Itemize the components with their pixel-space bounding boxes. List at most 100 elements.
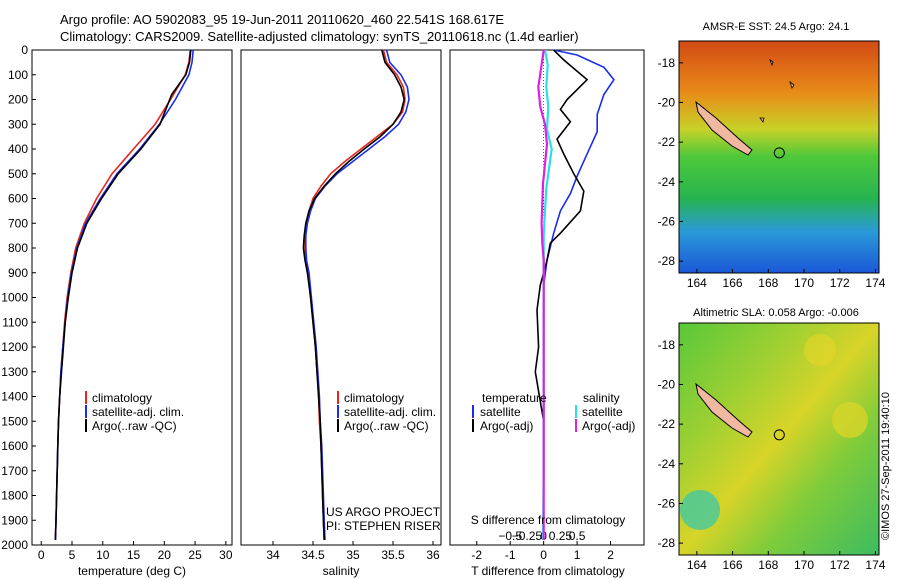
sla-anomaly-blob (804, 334, 836, 366)
salinity-x-label: salinity (323, 564, 360, 578)
legend-satellite-label: satellite-adj. clim. (92, 405, 184, 419)
sla-lon-ticks: 164 166 168 170 172 174 (687, 551, 886, 572)
lat-tick-label: -24 (658, 175, 676, 189)
temperature-tick-label: 10 (96, 548, 110, 562)
temperature-tick-label: 5 (69, 548, 76, 562)
new-caledonia-island (695, 382, 753, 438)
legend-temperature-heading: temperature (482, 391, 547, 405)
depth-ticks: 0 100 200 300 400 500 600 700 800 900 1000 1100 1200… (1, 43, 36, 552)
lon-tick-label: 172 (830, 558, 850, 572)
legend-climatology-label: climatology (344, 391, 404, 405)
lon-tick-label: 170 (794, 558, 814, 572)
sla-anomaly-blob (680, 490, 720, 530)
legend-satellite-label: satellite-adj. clim. (344, 405, 436, 419)
legend-argo-label: Argo(..raw -QC) (92, 419, 177, 433)
pi-label: PI: STEPHEN RISER (326, 519, 441, 533)
depth-tick-label: 900 (8, 266, 28, 280)
timestamp: ©IMOS 27-Sep-2011 19:40:10 (880, 392, 892, 540)
sst-field (678, 40, 880, 274)
legend-salinity-heading: salinity (583, 391, 620, 405)
difference-x-ticks: -2 -1 0 1 2 (471, 541, 614, 562)
lat-tick-label: -26 (658, 214, 676, 228)
depth-tick-label: 1700 (1, 464, 28, 478)
t-difference-label: T difference from climatology (471, 564, 625, 578)
depth-tick-label: 800 (8, 241, 28, 255)
project-label: US ARGO PROJECT (326, 505, 441, 519)
temperature-lines (54, 49, 194, 541)
lon-tick-label: 166 (723, 276, 743, 290)
lat-tick-label: -18 (658, 56, 676, 70)
salinity-legend: climatology satellite-adj. clim. Argo(..… (337, 391, 436, 433)
s-difference-ticks: −0.5−0.250 0.250.5 (498, 529, 585, 543)
salinity-tick-label: 35 (346, 548, 360, 562)
float-position-marker (773, 147, 785, 159)
depth-tick-label: 1300 (1, 365, 28, 379)
s-difference-tick-label: 0.25 (549, 529, 573, 543)
depth-tick-label: 0 (21, 43, 28, 57)
depth-tick-label: 1200 (1, 340, 28, 354)
sla-lat-ticks: -18 -20 -22 -24 -26 -28 (658, 338, 683, 550)
salinity-panel: 34 34.5 35 35.5 36 salinity climatology sate… (240, 49, 442, 578)
sla-map-title: Altimetric SLA: 0.058 Argo: -0.006 (693, 307, 859, 319)
lat-tick-label: -26 (658, 496, 676, 510)
depth-tick-label: 1600 (1, 439, 28, 453)
legend-t-satellite-label: satellite (480, 405, 521, 419)
temperature-legend: climatology satellite-adj. clim. Argo(..… (85, 391, 184, 433)
lon-tick-label: 164 (687, 558, 707, 572)
depth-tick-label: 1400 (1, 390, 28, 404)
difference-series-line (534, 49, 589, 540)
s-difference-label: S difference from climatology (471, 513, 626, 527)
lat-tick-label: -20 (658, 377, 676, 391)
temperature-x-ticks: 0 5 10 15 20 25 30 (38, 541, 233, 562)
s-difference-tick-label: −0.5 (498, 529, 522, 543)
lat-tick-label: -22 (658, 417, 676, 431)
temperature-x-label: temperature (deg C) (78, 564, 186, 578)
salinity-tick-label: 34.5 (301, 548, 325, 562)
lon-tick-label: 174 (865, 558, 885, 572)
salinity-lines (302, 49, 410, 541)
legend-s-satellite-label: satellite (582, 405, 623, 419)
salinity-x-ticks: 34 34.5 35 35.5 36 (266, 541, 440, 562)
legend-t-argo-label: Argo(-adj) (480, 419, 533, 433)
depth-tick-label: 300 (8, 117, 28, 131)
sla-map: Altimetric SLA: 0.058 Argo: -0.006 -18 -2… (658, 307, 886, 572)
float-position-marker (773, 429, 785, 441)
sst-map: AMSR-E SST: 24.5 Argo: 24.1 -1 (658, 21, 886, 290)
lat-tick-label: -28 (658, 254, 676, 268)
lon-tick-label: 172 (830, 276, 850, 290)
lon-tick-label: 168 (758, 276, 778, 290)
difference-series-line (537, 49, 549, 540)
lat-tick-label: -18 (658, 338, 676, 352)
difference-panel: -2 -1 0 1 2 −0.5−0.25 0 0.250.5 T difference f… (449, 49, 645, 578)
lon-tick-label: 170 (794, 276, 814, 290)
depth-tick-label: 1100 (2, 315, 28, 329)
t-difference-tick-label: 2 (607, 548, 614, 562)
t-difference-tick-label: 1 (574, 548, 581, 562)
temperature-axes-frame (31, 49, 233, 546)
temperature-tick-label: 0 (38, 548, 45, 562)
legend-s-argo-label: Argo(-adj) (582, 419, 635, 433)
new-caledonia-island (695, 100, 753, 156)
lon-tick-label: 164 (687, 276, 707, 290)
plot-title-line2: Climatology: CARS2009. Satellite-adjuste… (60, 29, 579, 44)
small-islands (759, 58, 795, 123)
lat-tick-label: -24 (658, 457, 676, 471)
difference-lines (534, 49, 615, 541)
temperature-panel: 0100200300400500600700800900100011001200… (1, 43, 233, 578)
depth-tick-label: 1000 (1, 291, 28, 305)
depth-tick-label: 700 (8, 216, 28, 230)
temperature-tick-label: 30 (219, 548, 233, 562)
plot-title-line1: Argo profile: AO 5902083_95 19-Jun-2011 … (60, 12, 505, 27)
s-difference-tick-label: 0.5 (569, 529, 586, 543)
lon-tick-label: 174 (865, 276, 885, 290)
sst-lon-ticks: 164 166 168 170 172 174 (687, 269, 886, 290)
temperature-series-line (54, 49, 192, 541)
lon-tick-label: 168 (758, 558, 778, 572)
depth-tick-label: 1800 (1, 489, 28, 503)
sst-map-title: AMSR-E SST: 24.5 Argo: 24.1 (703, 21, 850, 33)
s-difference-tick-label: −0.25 (512, 529, 543, 543)
depth-tick-label: 1500 (1, 414, 28, 428)
sla-anomaly-blob (832, 402, 868, 438)
sst-lat-ticks: -18 -20 -22 -24 -26 -28 (658, 56, 683, 268)
